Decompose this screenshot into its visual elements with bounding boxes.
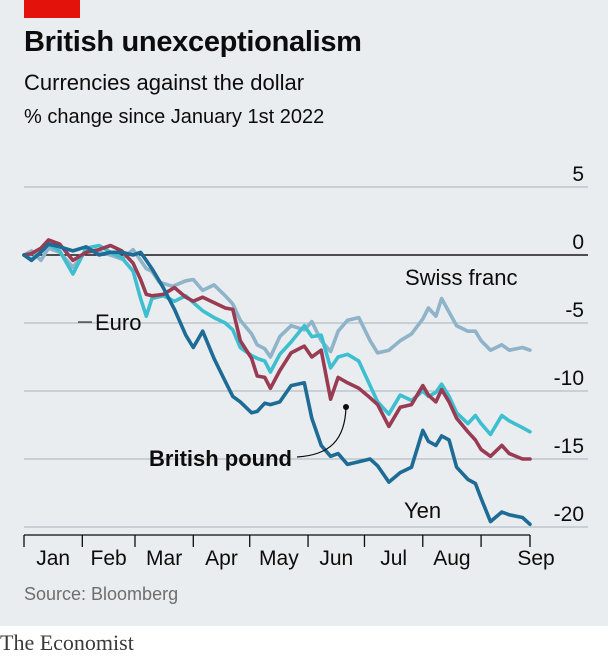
- series-label-euro: Euro: [95, 310, 141, 335]
- line-chart: 5 0 -5 -10 -15 -20 Jan Feb Mar Apr May Jun Jul Aug Sep…: [22, 163, 588, 570]
- series-line-euro: [22, 242, 532, 437]
- x-tick-label: Jan: [36, 547, 70, 570]
- series-label-swiss-franc: Swiss franc: [405, 265, 517, 290]
- pound-label-dot: [343, 404, 349, 410]
- y-tick-label: -5: [565, 299, 584, 322]
- x-tick-label: Sep: [517, 547, 554, 570]
- x-tick-label: Feb: [91, 547, 127, 570]
- y-tick-label: -10: [554, 367, 584, 390]
- chart-panel: [0, 0, 608, 626]
- y-axis-unit-label: % change since January 1st 2022: [24, 106, 325, 128]
- y-tick-label: 0: [572, 231, 584, 254]
- y-tick-label: -15: [554, 435, 584, 458]
- x-tick-label: Jul: [380, 547, 407, 570]
- series-label-british-pound: British pound: [149, 446, 292, 471]
- x-tick-label: Aug: [433, 547, 470, 570]
- y-tick-label: -20: [554, 503, 584, 526]
- x-tick-label: Mar: [146, 547, 182, 570]
- series-line-yen: [22, 242, 532, 527]
- brand-red-tag: [24, 0, 80, 18]
- publisher-footer: The Economist: [0, 630, 134, 655]
- source-note: Source: Bloomberg: [24, 584, 179, 604]
- x-tick-label: Jun: [319, 547, 353, 570]
- chart-subtitle: Currencies against the dollar: [24, 70, 305, 95]
- series-label-yen: Yen: [404, 498, 441, 523]
- x-tick-label: Apr: [205, 547, 238, 570]
- x-tick-label: May: [259, 547, 299, 570]
- y-tick-label: 5: [572, 163, 584, 186]
- pound-label-leader: [296, 406, 347, 458]
- chart-title: British unexceptionalism: [24, 26, 362, 58]
